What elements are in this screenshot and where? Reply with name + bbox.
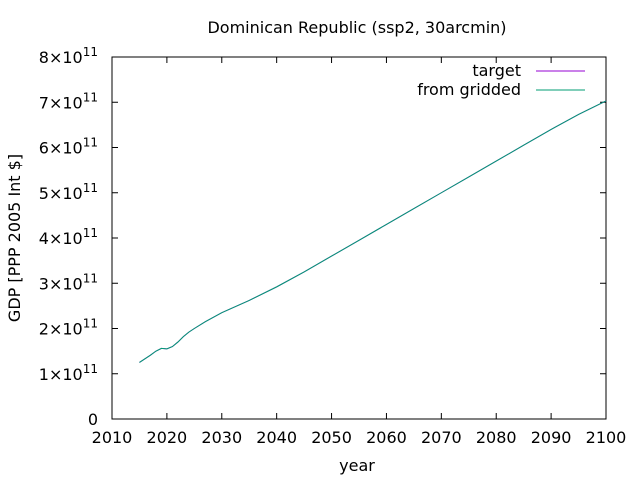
y-tick-label: 0 [88, 410, 98, 429]
y-tick-label: 4×1011 [39, 226, 98, 248]
series-lines [139, 100, 607, 363]
x-tick-label: 2040 [256, 428, 297, 447]
y-tick-label: 2×1011 [39, 317, 98, 339]
y-axis: 0 1×1011 2×1011 3×1011 4×1011 5×1011 6×1011 7×1… [39, 45, 606, 429]
y-tick-label: 1×1011 [39, 362, 98, 384]
chart-title: Dominican Republic (ssp2, 30arcmin) [207, 18, 506, 37]
x-tick-label: 2070 [421, 428, 462, 447]
y-tick-label: 5×1011 [39, 181, 98, 203]
y-tick-label: 3×1011 [39, 271, 98, 293]
y-tick-label: 6×1011 [39, 136, 98, 158]
series-line-from-gridded [139, 100, 607, 363]
y-tick-label: 8×1011 [39, 45, 98, 67]
y-tick-label: 7×1011 [39, 90, 98, 112]
x-axis: 2010 2020 2030 2040 2050 2060 2070 2080 2090 2100 [92, 57, 627, 447]
plot-frame [111, 56, 607, 420]
legend-label: from gridded [417, 80, 521, 99]
x-tick-label: 2030 [201, 428, 242, 447]
x-tick-label: 2100 [586, 428, 627, 447]
x-tick-label: 2080 [476, 428, 517, 447]
series-line-target [139, 100, 607, 363]
x-tick-label: 2060 [366, 428, 407, 447]
legend-label: target [472, 61, 521, 80]
y-axis-label: GDP [PPP 2005 Int $] [5, 154, 24, 322]
x-tick-label: 2010 [92, 428, 133, 447]
x-axis-label: year [339, 456, 375, 475]
x-tick-label: 2090 [531, 428, 572, 447]
x-tick-label: 2020 [147, 428, 188, 447]
x-tick-label: 2050 [311, 428, 352, 447]
